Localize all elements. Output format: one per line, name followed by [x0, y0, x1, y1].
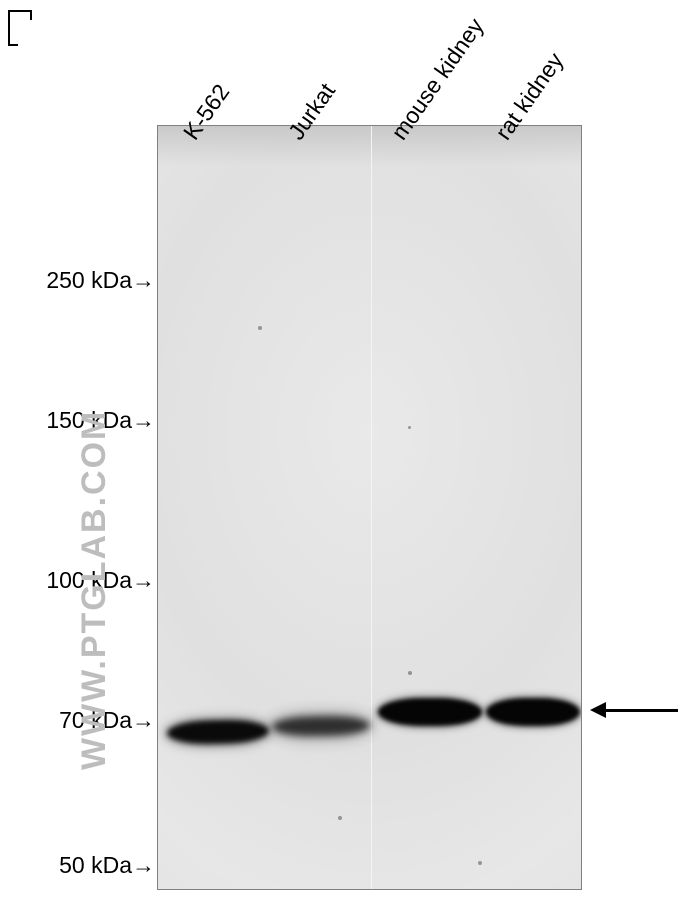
frame-left-border	[8, 10, 10, 46]
blot-background	[158, 126, 581, 889]
speck	[408, 671, 412, 675]
band-mouse kidney	[378, 698, 482, 726]
band-indicator-arrow	[590, 702, 678, 718]
frame-top-tick-right	[30, 10, 32, 20]
mw-label: 250 kDa→	[46, 267, 155, 294]
blot-area	[157, 125, 582, 890]
mw-label: 150 kDa→	[46, 407, 155, 434]
speck	[408, 426, 411, 429]
arrow-head-icon	[590, 702, 606, 718]
frame-left-tick-bottom	[8, 44, 18, 46]
speck	[338, 816, 342, 820]
mw-label: 70 kDa→	[59, 707, 155, 734]
blot-panel-seam	[371, 126, 372, 889]
band-rat kidney	[486, 698, 580, 726]
arrow-shaft	[606, 709, 678, 712]
speck	[258, 326, 262, 330]
mw-label: 50 kDa→	[59, 852, 155, 879]
mw-label: 100 kDa→	[46, 567, 155, 594]
frame-left-tick-top	[8, 10, 18, 12]
speck	[478, 861, 482, 865]
